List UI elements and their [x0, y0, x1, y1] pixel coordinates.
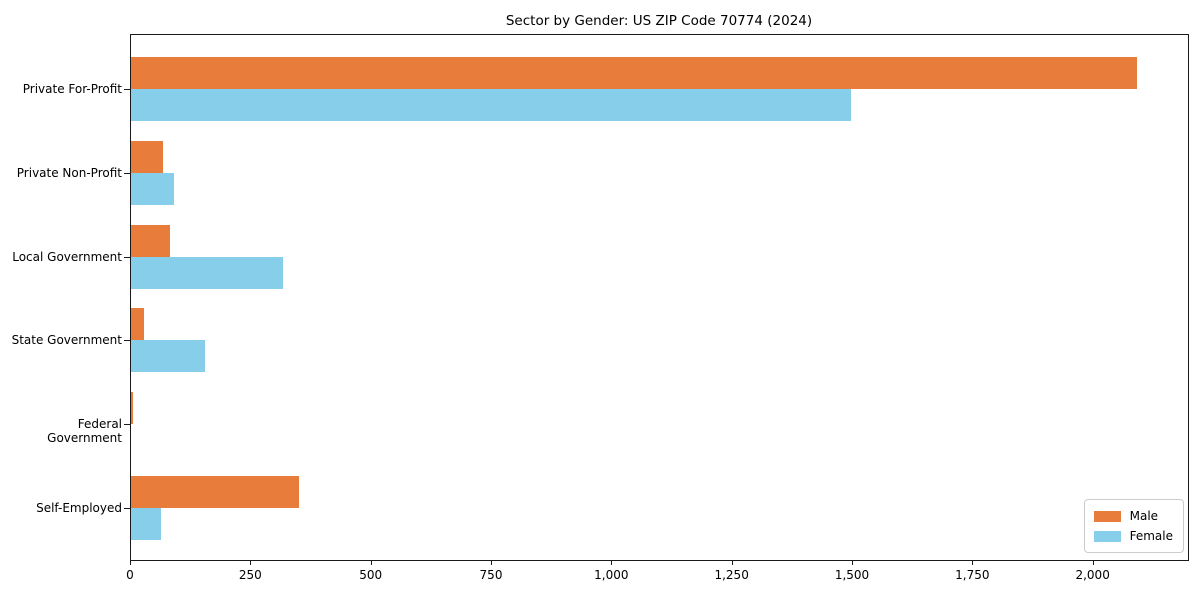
- x-tick-6: [852, 560, 853, 565]
- x-tick-8: [1092, 560, 1094, 565]
- bar-male-private-for-profit: [131, 57, 1137, 89]
- x-tick-label-7: 1,750: [955, 568, 990, 582]
- legend-label-male: Male: [1129, 509, 1159, 523]
- x-tick-label-4: 1,000: [594, 568, 629, 582]
- legend-swatch-male: [1093, 510, 1121, 522]
- x-tick-0: [130, 560, 131, 565]
- x-tick-label-0: 0: [126, 568, 134, 582]
- bar-female-state-government: [131, 340, 206, 373]
- y-tick-self-employed: [124, 508, 130, 509]
- x-tick-label-3: 750: [479, 568, 503, 582]
- bar-female-self-employed: [131, 508, 161, 540]
- y-tick-local-government: [124, 256, 130, 258]
- x-tick-5: [731, 560, 733, 565]
- y-tick-state-government: [124, 340, 130, 342]
- x-tick-4: [611, 560, 613, 565]
- y-tick-label-local-government: Local Government: [12, 249, 122, 264]
- x-tick-label-6: 1,500: [834, 568, 870, 582]
- x-tick-label-8: 2,000: [1075, 568, 1110, 582]
- x-tick-2: [370, 560, 372, 565]
- legend-item-male: Male: [1093, 506, 1173, 526]
- bar-male-federal-government: [131, 392, 133, 425]
- y-tick-label-private-for-profit: Private For-Profit: [22, 82, 122, 96]
- bar-male-local-government: [131, 224, 170, 257]
- y-tick-label-private-non-profit: Private Non-Profit: [16, 165, 122, 180]
- y-tick-federal-government: [124, 424, 130, 426]
- x-tick-label-2: 500: [359, 568, 383, 582]
- x-tick-1: [250, 560, 252, 565]
- y-tick-label-state-government: State Government: [11, 333, 122, 348]
- legend-item-female: Female: [1093, 526, 1173, 546]
- chart-title: Sector by Gender: US ZIP Code 70774 (202…: [505, 13, 813, 29]
- y-tick-private-for-profit: [124, 89, 130, 90]
- bar-female-private-for-profit: [131, 89, 851, 121]
- plot-area: Male Female: [130, 34, 1189, 561]
- y-tick-label-self-employed: Self-Employed: [36, 501, 122, 515]
- y-tick-label-federal-government: Federal Government: [47, 417, 122, 446]
- bar-male-private-non-profit: [131, 140, 163, 173]
- x-tick-label-1: 250: [238, 568, 262, 582]
- y-tick-private-non-profit: [124, 172, 130, 174]
- bar-male-self-employed: [131, 476, 299, 508]
- x-tick-7: [972, 560, 974, 565]
- x-tick-3: [491, 560, 492, 565]
- legend-label-female: Female: [1129, 529, 1173, 543]
- legend: Male Female: [1083, 499, 1184, 553]
- legend-swatch-female: [1093, 530, 1121, 542]
- bar-male-state-government: [131, 308, 144, 341]
- bar-female-local-government: [131, 256, 284, 289]
- bar-female-private-non-profit: [131, 172, 174, 205]
- x-tick-label-5: 1,250: [714, 568, 749, 582]
